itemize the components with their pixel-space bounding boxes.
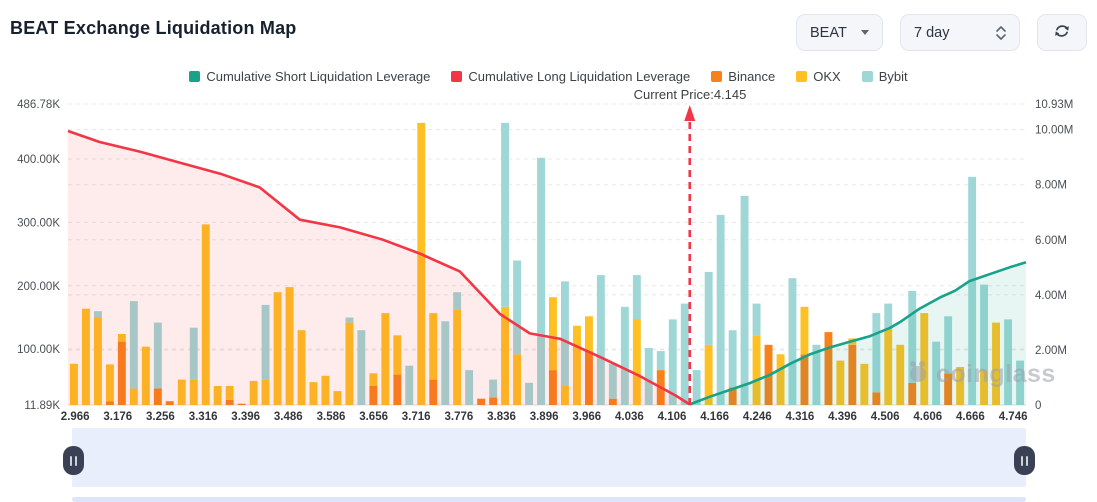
svg-text:3.656: 3.656 [359,411,388,423]
svg-text:4.316: 4.316 [786,411,815,423]
liquidation-bars [70,122,1024,406]
svg-text:3.396: 3.396 [231,411,260,423]
current-price-line [684,105,696,405]
svg-text:100.00K: 100.00K [17,344,60,356]
refresh-icon [1052,21,1072,45]
svg-text:3.256: 3.256 [146,411,175,423]
svg-text:486.78K: 486.78K [17,99,60,111]
svg-text:4.666: 4.666 [956,411,985,423]
legend-item[interactable]: Binance [711,69,775,84]
range-slider-track[interactable] [72,428,1026,487]
bottom-scroll-track[interactable] [72,497,1026,502]
left-axis-labels: 486.78K 400.00K 300.00K 200.00K 100.00K 11.89… [17,99,60,412]
svg-text:4.106: 4.106 [658,411,687,423]
svg-text:4.506: 4.506 [871,411,900,423]
svg-text:3.586: 3.586 [317,411,346,423]
current-price-label: Current Price:4.145 [633,87,747,102]
legend-item[interactable]: OKX [796,69,841,84]
svg-text:4.396: 4.396 [828,411,857,423]
svg-text:0: 0 [1035,400,1041,412]
legend-item-label: OKX [813,69,841,84]
legend-item-label: Cumulative Long Liquidation Leverage [468,69,691,84]
period-select[interactable]: 7 day [900,14,1020,51]
legend-color-chip [861,71,873,82]
symbol-select-value: BEAT [810,24,847,41]
svg-text:4.246: 4.246 [743,411,772,423]
svg-text:4.166: 4.166 [700,411,729,423]
updown-chevrons-icon [996,25,1006,40]
svg-text:3.176: 3.176 [103,411,132,423]
svg-text:300.00K: 300.00K [17,217,60,229]
svg-text:6.00M: 6.00M [1035,235,1067,247]
right-axis-labels: 10.93M 10.00M 8.00M 6.00M 4.00M 2.00M 0 [1035,99,1073,412]
header-controls: BEAT 7 day [796,14,1087,51]
legend-color-chip [451,71,463,82]
svg-text:3.316: 3.316 [189,411,218,423]
svg-text:200.00K: 200.00K [17,281,60,293]
legend-item-label: Binance [728,69,776,84]
svg-text:10.93M: 10.93M [1035,99,1073,111]
svg-text:4.036: 4.036 [615,411,644,423]
svg-text:3.776: 3.776 [445,411,474,423]
svg-text:3.836: 3.836 [487,411,516,423]
range-slider-left-handle[interactable] [63,446,84,475]
page-title: BEAT Exchange Liquidation Map [10,18,297,38]
svg-text:11.89K: 11.89K [24,400,60,412]
legend-item[interactable]: Bybit [861,69,908,84]
svg-text:3.966: 3.966 [572,411,601,423]
svg-text:3.896: 3.896 [530,411,559,423]
svg-text:4.606: 4.606 [913,411,942,423]
legend-item-label: Cumulative Short Liquidation Leverage [206,69,431,84]
cumulative-area [689,262,1026,405]
range-slider-right-handle[interactable] [1014,446,1035,475]
svg-text:10.00M: 10.00M [1035,125,1073,137]
svg-text:8.00M: 8.00M [1035,180,1067,192]
legend-item[interactable]: Cumulative Long Liquidation Leverage [451,69,690,84]
cumulative-line [689,261,1027,406]
svg-text:400.00K: 400.00K [17,154,60,166]
cumulative-line [67,129,691,406]
legend-item-label: Bybit [878,69,908,84]
cumulative-area [68,131,690,405]
x-axis-labels: 2.966 3.176 3.256 3.316 3.396 3.486 3.586 3.656… [61,411,1028,423]
period-select-value: 7 day [914,24,950,41]
legend-color-chip [189,71,201,82]
symbol-select[interactable]: BEAT [796,14,883,51]
svg-text:3.486: 3.486 [274,411,303,423]
svg-text:3.716: 3.716 [402,411,431,423]
legend-color-chip [711,71,723,82]
svg-text:4.746: 4.746 [999,411,1028,423]
chart-legend: Cumulative Short Liquidation Leverage Cum… [0,69,1097,84]
legend-color-chip [796,71,808,82]
chevron-down-icon [861,30,869,35]
svg-text:2.966: 2.966 [61,411,90,423]
svg-text:2.00M: 2.00M [1035,345,1067,357]
legend-item[interactable]: Cumulative Short Liquidation Leverage [189,69,430,84]
svg-text:4.00M: 4.00M [1035,290,1067,302]
refresh-button[interactable] [1037,14,1087,51]
